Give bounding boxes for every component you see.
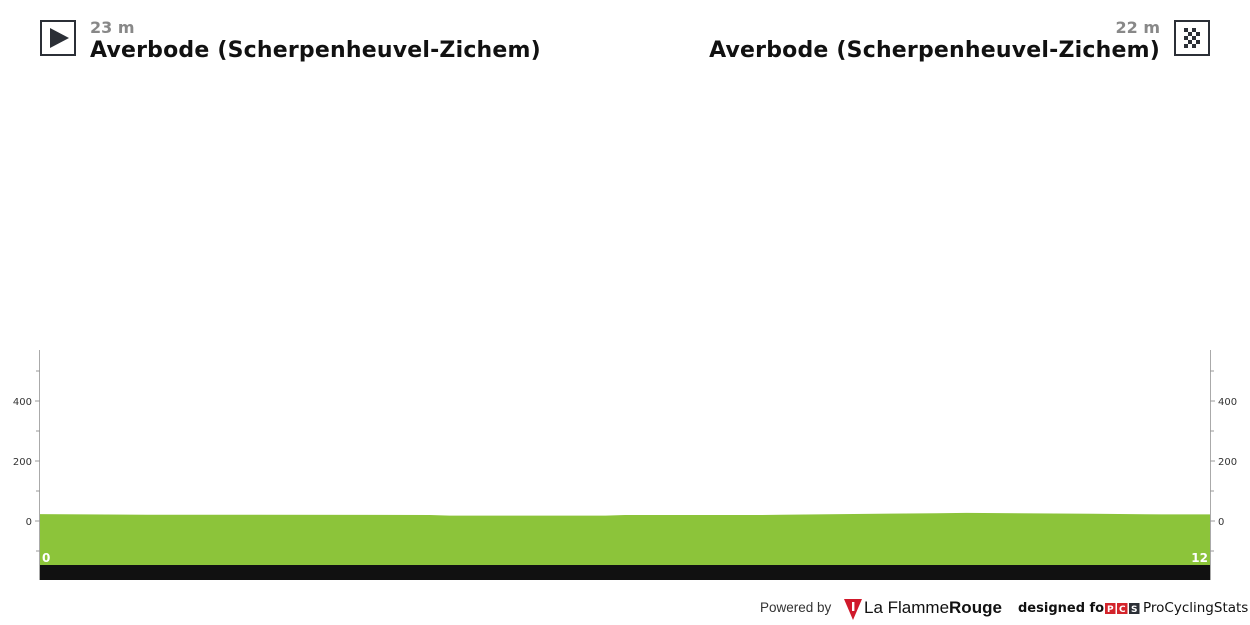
y-tick-label-left: 0 <box>26 517 32 528</box>
x-tick-label-end: 12 <box>1191 551 1208 565</box>
y-tick-label-right: 400 <box>1218 397 1237 408</box>
finish-altitude: 22 m <box>1115 18 1160 37</box>
brand-bold: Rouge <box>949 598 1002 617</box>
pcs-logo-icon: P C S <box>1105 603 1140 615</box>
y-tick-label-left: 200 <box>13 457 32 468</box>
footer: Powered by La FlammeRouge designed for P… <box>760 598 1250 620</box>
y-tick-label-left: 400 <box>13 397 32 408</box>
y-tick-label-right: 200 <box>1218 457 1237 468</box>
distance-bar <box>40 565 1210 580</box>
powered-by-label: Powered by <box>760 600 832 615</box>
play-icon <box>40 20 76 56</box>
designed-for-label: designed for <box>1018 601 1111 616</box>
start-location: Averbode (Scherpenheuvel-Zichem) <box>90 38 541 63</box>
checkered-flag-icon <box>1174 20 1210 56</box>
pcs-letter-p: P <box>1107 605 1114 615</box>
brand-light: La Flamme <box>864 598 950 617</box>
procyclingstats-label: ProCyclingStats <box>1143 600 1249 616</box>
la-flamme-rouge-logo: La FlammeRouge <box>864 598 1002 618</box>
start-altitude: 23 m <box>90 18 135 37</box>
pcs-letter-c: C <box>1119 605 1126 615</box>
pcs-letter-s: S <box>1131 605 1137 615</box>
y-tick-label-right: 0 <box>1218 517 1224 528</box>
x-tick-label-start: 0 <box>42 551 50 565</box>
la-flamme-rouge-logo-icon <box>844 599 862 620</box>
elevation-area <box>40 512 1210 565</box>
finish-location: Averbode (Scherpenheuvel-Zichem) <box>709 38 1160 63</box>
